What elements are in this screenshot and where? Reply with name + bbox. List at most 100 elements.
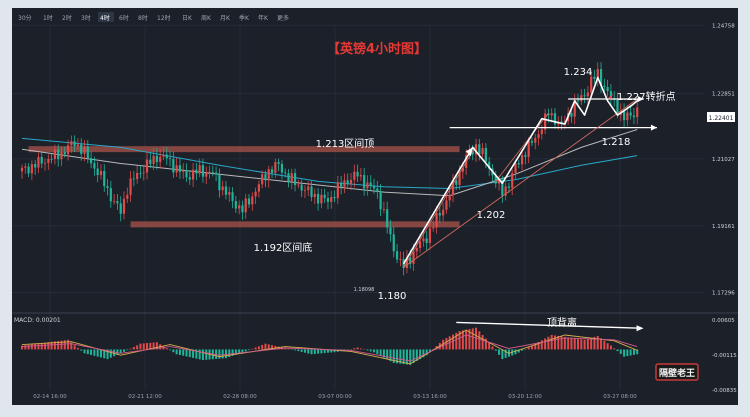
candle [178,158,182,179]
candle [70,135,73,153]
candle [96,161,99,183]
macd-histogram-bar [504,349,507,358]
candle-body [520,155,524,165]
macd-histogram-bar [461,330,464,350]
timeframe-tab-6[interactable]: 8时 [138,14,148,22]
candle [356,164,359,182]
high-label: 1.234 [564,67,593,78]
timeframe-active-bg [98,12,114,22]
macd-histogram-bar [366,349,369,351]
timeframe-tab-11[interactable]: 季K [239,14,250,22]
candle-body [547,113,550,116]
candle-body [438,213,441,216]
timeframe-tab-3[interactable]: 3时 [81,14,91,22]
candle-body [221,186,224,191]
timeframe-tab-13[interactable]: 更多 [277,14,289,22]
macd-histogram-bar [317,349,320,354]
candle [241,200,244,220]
timeframe-tab-1[interactable]: 1时 [43,14,53,22]
macd-histogram-bar [80,349,83,351]
macd-histogram-bar [254,347,257,350]
candle [537,129,540,146]
candle-body [80,144,83,154]
candle-body [517,163,520,165]
price-tick-label: 1.17296 [712,291,735,297]
candle-body [317,193,320,204]
candle [455,174,458,190]
timeframe-tab-2[interactable]: 2时 [62,14,72,22]
candle [116,194,119,210]
candle [191,162,195,187]
candle-body [159,156,162,163]
timeframe-tab-7[interactable]: 12时 [157,14,171,22]
bottom-zone-label: 1.192区间底 [254,241,313,254]
candle [215,166,218,182]
candle [310,181,313,202]
candle-body [99,171,103,176]
macd-histogram-bar [261,344,264,350]
candle [343,173,346,194]
macd-histogram-bar [484,338,487,350]
macd-histogram-bar [271,345,274,350]
candle-body [399,259,402,260]
candle [251,192,254,211]
candle-body [218,174,221,191]
macd-histogram-bar [27,344,30,350]
timeframe-tab-4[interactable]: 4时 [100,14,110,22]
timeframe-tab-5[interactable]: 6时 [119,14,129,22]
macd-histogram-bar [224,349,227,359]
candle [122,191,126,220]
candle [389,219,392,242]
last-price-box [707,112,735,122]
candle [346,173,349,188]
macd-tick-label: -0.00835 [712,388,737,394]
mid-low-label: 1.202 [477,210,506,221]
timeframe-tab-8[interactable]: 日K [182,15,193,22]
macd-histogram-bar [481,334,484,350]
last-price-badge: 1.22401 [707,112,735,122]
candle [182,163,185,179]
candle-body [215,172,218,175]
macd-histogram-bar [73,345,76,350]
candle [415,240,418,259]
candle [63,146,66,158]
candle-body [201,165,205,177]
macd-histogram-bar [560,336,563,350]
timeframe-tab-0[interactable]: 30分 [18,14,32,22]
candle [99,164,103,180]
candle [270,165,274,178]
candle-body [145,159,149,173]
macd-histogram-bar [422,349,425,358]
macd-histogram-bar [455,332,458,350]
timeframe-tab-10[interactable]: 月K [220,15,231,22]
candle [231,187,234,209]
candle [353,164,356,188]
candle-body [290,173,293,182]
candle-body [550,113,553,116]
macd-histogram-bar [498,349,501,355]
timeframe-tab-12[interactable]: 年K [258,14,269,22]
candle-body [175,165,178,173]
macd-histogram-bar [596,335,599,350]
timeframe-tab-9[interactable]: 周K [201,15,212,22]
candle [445,193,448,214]
candle-body [340,182,343,187]
candle-body [376,188,379,192]
candle [80,138,83,161]
candle [47,154,50,170]
candle-body [353,171,356,180]
candle-body [448,194,451,201]
macd-histogram-bar [425,349,428,356]
macd-histogram-bar [86,349,89,355]
macd-histogram-bar [182,349,185,356]
candle-body [474,144,478,155]
candle-body [488,161,491,169]
macd-histogram-bar [188,349,191,358]
candle-body [504,186,507,196]
candle-body [142,172,145,174]
candle [583,88,586,104]
candle [534,133,537,150]
macd-histogram-bar [297,349,300,352]
macd-histogram-bar [165,348,168,350]
